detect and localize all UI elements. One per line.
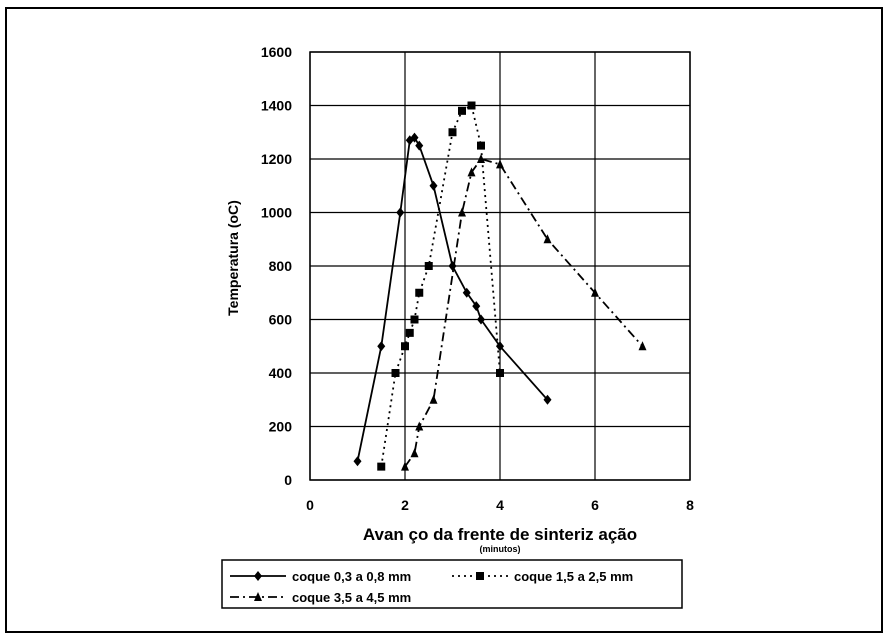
data-point-series-1 [496, 341, 504, 352]
y-tick-label: 1600 [261, 44, 292, 60]
data-point-series-3 [496, 159, 504, 169]
data-point-series-3 [458, 207, 466, 217]
data-point-series-3 [543, 234, 552, 244]
data-point-series-1 [477, 314, 485, 325]
legend-label-1: coque 0,3 a 0,8 mm [292, 569, 411, 584]
x-tick-label: 6 [591, 497, 599, 513]
x-tick-label: 4 [496, 497, 504, 513]
data-point-series-1 [448, 261, 457, 271]
legend-marker-3 [254, 592, 262, 601]
data-point-series-1 [472, 301, 481, 312]
y-tick-label: 1200 [261, 151, 292, 167]
data-point-series-1 [353, 456, 362, 467]
data-point-series-2 [405, 328, 414, 337]
data-point-series-3 [467, 167, 476, 177]
x-tick-label: 8 [686, 497, 694, 513]
x-axis-unit-label: (minutos) [480, 544, 521, 554]
data-point-series-2 [410, 315, 419, 324]
legend: coque 0,3 a 0,8 mm coque 1,5 a 2,5 mm coqu… [221, 559, 683, 609]
legend-marker-2 [476, 572, 484, 580]
data-point-series-3 [415, 421, 424, 431]
x-axis-label: Avan ço da frente de sinteriz ação [363, 525, 637, 544]
data-point-series-2 [415, 288, 424, 297]
data-point-series-3 [429, 394, 438, 404]
data-point-series-2 [496, 369, 504, 377]
y-tick-label: 600 [269, 312, 293, 328]
y-tick-label: 200 [269, 419, 293, 435]
data-point-series-1 [410, 132, 419, 143]
legend-marker-1 [254, 571, 262, 581]
data-point-series-3 [591, 287, 599, 297]
legend-label-2: coque 1,5 a 2,5 mm [514, 569, 633, 584]
y-tick-label: 800 [269, 258, 293, 274]
x-axis-tick-labels: 0 2 4 6 8 [306, 497, 694, 513]
data-point-series-1 [377, 341, 386, 352]
data-point-series-2 [391, 369, 400, 377]
data-point-series-1 [462, 287, 471, 298]
y-axis-label: Temperatura (oC) [225, 200, 241, 316]
legend-box [221, 559, 683, 609]
data-point-series-1 [543, 394, 552, 405]
y-axis-tick-labels: 0 200 400 600 800 1000 1200 1400 1600 [261, 44, 292, 488]
y-tick-label: 0 [284, 472, 292, 488]
y-tick-label: 1000 [261, 205, 292, 221]
y-tick-label: 400 [269, 365, 293, 381]
legend-label-3: coque 3,5 a 4,5 mm [292, 590, 411, 605]
data-point-series-2 [377, 462, 386, 471]
data-point-series-2 [448, 128, 457, 137]
plot-area [309, 51, 691, 481]
data-point-series-3 [410, 448, 419, 458]
data-point-series-3 [638, 341, 647, 351]
data-point-series-2 [401, 342, 409, 351]
data-point-series-2 [477, 141, 485, 150]
data-point-series-2 [424, 262, 433, 270]
data-point-series-1 [396, 207, 405, 218]
x-tick-label: 0 [306, 497, 314, 513]
data-point-series-1 [415, 140, 424, 151]
data-point-series-3 [477, 154, 485, 163]
series-markers [353, 101, 647, 471]
series-line-2 [380, 104, 501, 467]
data-point-series-2 [458, 106, 466, 115]
data-point-series-1 [429, 180, 438, 191]
x-tick-label: 2 [401, 497, 409, 513]
data-point-series-3 [401, 461, 409, 471]
data-point-series-2 [467, 101, 476, 110]
y-tick-label: 1400 [261, 98, 292, 114]
